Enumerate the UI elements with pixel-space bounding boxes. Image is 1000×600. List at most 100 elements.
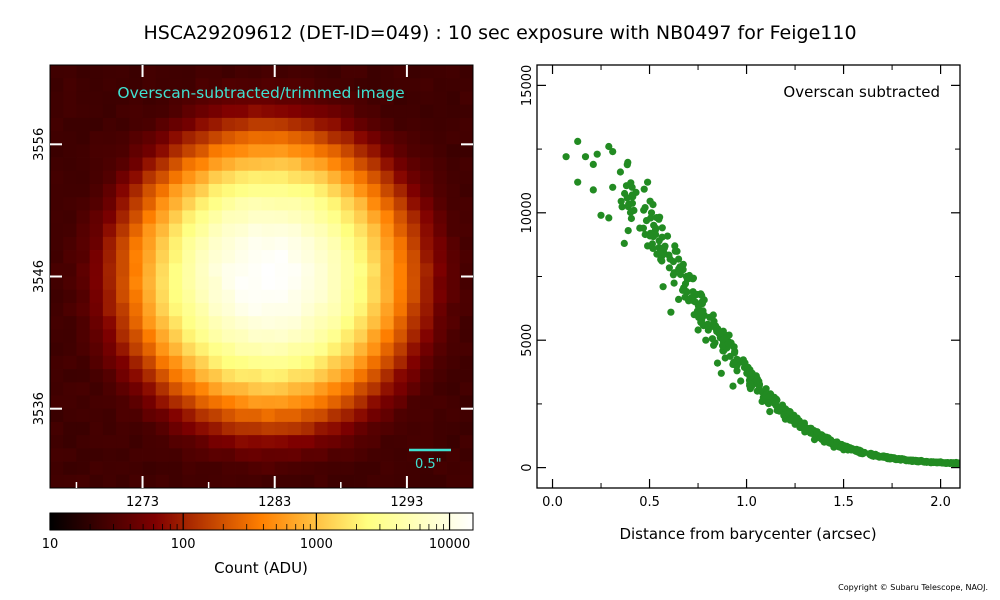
heatmap-pixel	[354, 421, 368, 436]
heatmap-pixel	[433, 342, 447, 357]
heatmap-pixel	[367, 395, 381, 410]
heatmap-pixel	[261, 369, 276, 383]
heatmap-pixel	[142, 395, 157, 410]
heatmap-pixel	[129, 65, 143, 79]
heatmap-pixel	[314, 435, 328, 449]
heatmap-pixel	[76, 183, 91, 198]
heatmap-pixel	[446, 210, 461, 225]
heatmap-pixel	[393, 223, 408, 238]
heatmap-pixel	[274, 316, 289, 330]
heatmap-pixel	[393, 91, 408, 106]
heatmap-pixel	[459, 183, 474, 198]
heatmap-pixel	[301, 104, 315, 119]
heatmap-pixel	[393, 435, 408, 449]
scatter-point	[822, 434, 831, 442]
heatmap-pixel	[50, 382, 64, 396]
heatmap-pixel	[406, 474, 421, 489]
heatmap-pixel	[261, 421, 276, 436]
heatmap-pixel	[274, 276, 289, 291]
heatmap-pixel	[235, 236, 249, 251]
heatmap-pixel	[446, 223, 461, 238]
heatmap-pixel	[433, 316, 447, 330]
heatmap-x-tick-label: 1283	[258, 495, 291, 510]
heatmap-pixel	[433, 329, 447, 343]
heatmap-pixel	[208, 448, 223, 462]
scatter-point	[562, 153, 570, 161]
heatmap-pixel	[116, 183, 130, 198]
heatmap-pixel	[367, 183, 381, 198]
heatmap-pixel	[261, 197, 276, 211]
heatmap-pixel	[406, 197, 421, 211]
heatmap-pixel	[129, 395, 143, 410]
heatmap-pixel	[354, 329, 368, 343]
heatmap-pixel	[168, 329, 183, 343]
heatmap-pixel	[182, 421, 196, 436]
heatmap-pixel	[446, 65, 461, 79]
heatmap-pixel	[168, 408, 183, 423]
heatmap-pixel	[208, 302, 223, 317]
heatmap-pixel	[155, 474, 170, 489]
heatmap-pixel	[287, 435, 302, 449]
heatmap-pixel	[420, 408, 434, 423]
heatmap-pixel	[235, 157, 249, 172]
heatmap-pixel	[393, 342, 408, 357]
heatmap-pixel	[248, 131, 262, 145]
heatmap-pixel	[50, 78, 64, 92]
heatmap-pixel	[89, 395, 104, 410]
scatter-point	[627, 214, 636, 223]
scatter-point	[624, 158, 632, 166]
heatmap-pixel	[261, 65, 276, 79]
scatter-point	[702, 336, 710, 344]
heatmap-pixel	[221, 435, 236, 449]
heatmap-pixel	[182, 183, 196, 198]
heatmap-pixel	[274, 170, 289, 185]
heatmap-pixel	[76, 355, 91, 370]
scatter-point	[895, 456, 904, 464]
heatmap-pixel	[142, 144, 157, 158]
scatter-point	[671, 247, 679, 255]
heatmap-pixel	[261, 461, 276, 476]
heatmap-pixel	[63, 329, 77, 343]
heatmap-pixel	[287, 395, 302, 410]
scatter-point	[813, 428, 821, 436]
heatmap-pixel	[102, 382, 117, 396]
colorbar-tick-label: 10	[42, 537, 59, 552]
heatmap-pixel	[50, 435, 64, 449]
heatmap-pixel	[420, 170, 434, 185]
heatmap-pixel	[129, 144, 143, 158]
heatmap-pixel	[314, 236, 328, 251]
heatmap-pixel	[129, 263, 143, 277]
heatmap-pixel	[195, 355, 210, 370]
heatmap-pixel	[182, 144, 196, 158]
heatmap-pixel	[314, 117, 328, 132]
heatmap-pixel	[314, 316, 328, 330]
heatmap-pixel	[63, 448, 77, 462]
heatmap-pixel	[116, 395, 130, 410]
heatmap-pixel	[459, 144, 474, 158]
heatmap-pixel	[76, 144, 91, 158]
heatmap-pixel	[314, 144, 328, 158]
heatmap-pixel	[314, 289, 328, 304]
heatmap-pixel	[393, 157, 408, 172]
heatmap-pixel	[261, 276, 276, 291]
heatmap-pixel	[314, 355, 328, 370]
heatmap-pixel	[89, 78, 104, 92]
heatmap-pixel	[380, 382, 395, 396]
heatmap-pixel	[116, 131, 130, 145]
heatmap-pixel	[235, 302, 249, 317]
heatmap-pixel	[420, 117, 434, 132]
heatmap-pixel	[208, 91, 223, 106]
heatmap-pixel	[327, 421, 342, 436]
heatmap-pixel	[446, 421, 461, 436]
heatmap-pixel	[50, 91, 64, 106]
heatmap-pixel	[261, 131, 276, 145]
scatter-point	[661, 242, 669, 250]
heatmap-pixel	[274, 117, 289, 132]
heatmap-pixel	[102, 157, 117, 172]
heatmap-pixel	[314, 461, 328, 476]
heatmap-pixel	[221, 329, 236, 343]
heatmap-pixel	[182, 117, 196, 132]
heatmap-pixel	[274, 223, 289, 238]
heatmap-pixel	[221, 183, 236, 198]
